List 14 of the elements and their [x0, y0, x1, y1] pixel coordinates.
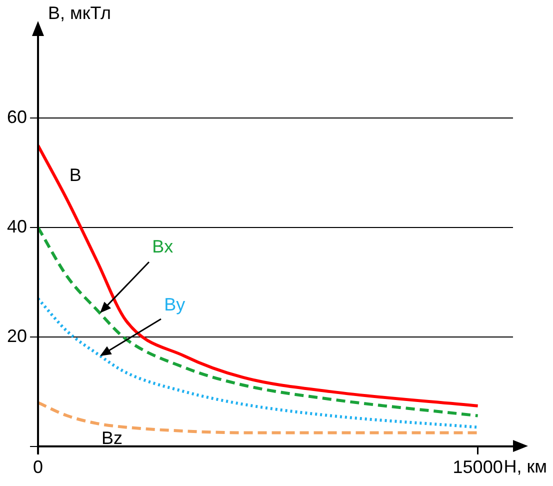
x-tick-label: 15000 [452, 457, 503, 478]
x-axis-title: H, км [504, 456, 547, 476]
series-label: B [69, 165, 82, 186]
text: Bx [152, 236, 174, 257]
line-series [38, 297, 480, 429]
line-series [38, 226, 480, 418]
series-label: Bz [101, 428, 122, 448]
y-tick-label: 20 [6, 326, 28, 346]
y-axis-title: B, мкТл [48, 2, 111, 23]
x-tick-label: 0 [33, 457, 44, 478]
line-series [38, 144, 480, 408]
text: By [164, 294, 186, 314]
y-tick-label: 40 [6, 216, 28, 236]
y-tick-label: 60 [6, 107, 28, 128]
